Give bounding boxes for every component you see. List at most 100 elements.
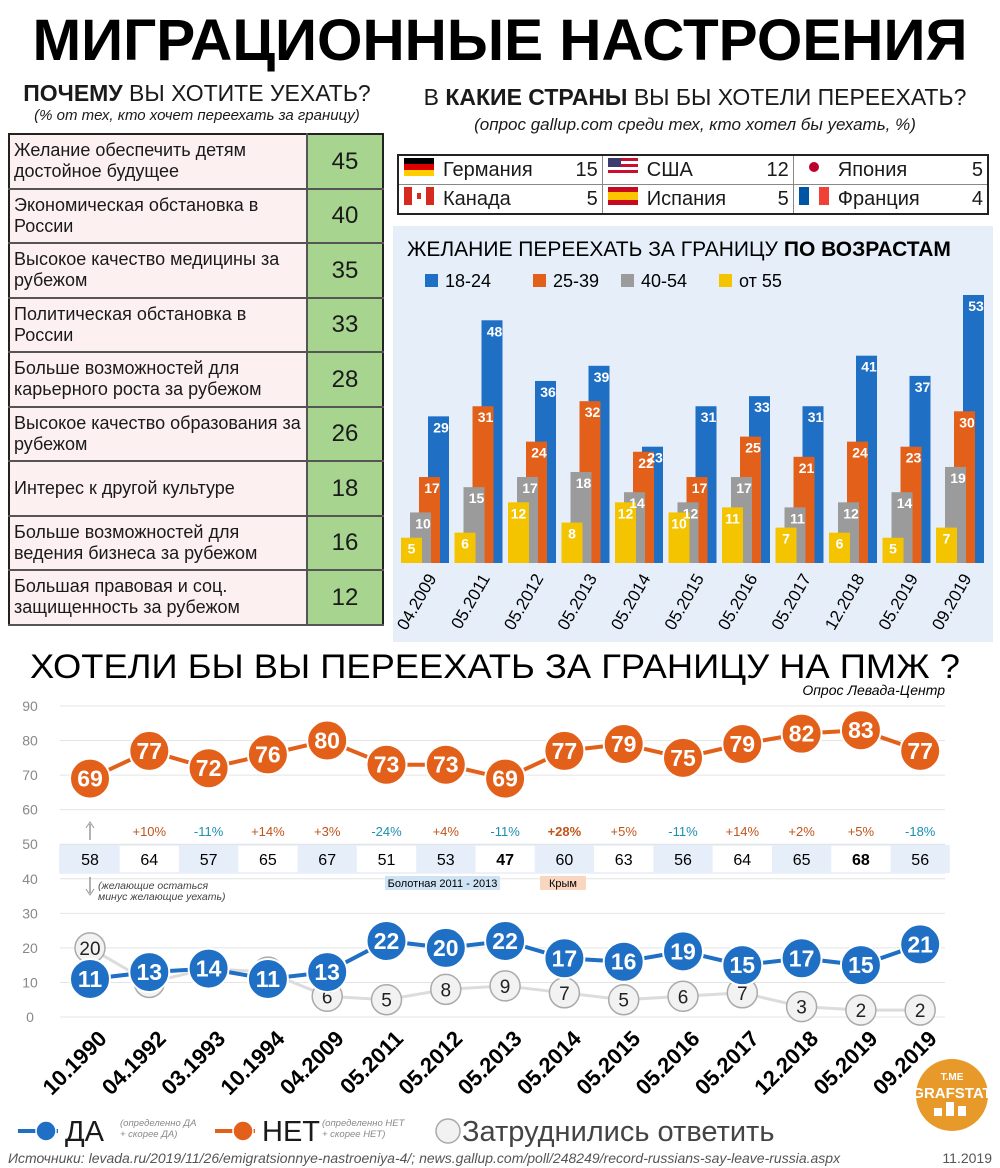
difference-value: 56: [674, 852, 692, 869]
point-label: 75: [670, 745, 696, 771]
bar: [454, 532, 476, 563]
difference-cell: [534, 845, 595, 873]
bar-value-label: 5: [889, 541, 897, 557]
bar: [829, 532, 850, 563]
point: [721, 723, 764, 766]
point-label: 22: [492, 928, 518, 954]
point: [306, 719, 349, 762]
country-value: 5: [945, 155, 989, 185]
chart-subtitle: Опрос Левада-Центр: [802, 682, 945, 698]
bar-value-label: 12: [618, 505, 634, 521]
bar: [561, 522, 583, 563]
point-label: 2: [856, 1001, 867, 1022]
point-label: 5: [381, 991, 392, 1012]
legend-label: 25-39: [553, 271, 599, 291]
point-label: 69: [492, 766, 518, 792]
bar-value-label: 23: [906, 450, 922, 466]
bar-value-label: 39: [594, 369, 610, 385]
flag-part: [808, 187, 819, 205]
point: [424, 926, 467, 969]
country-name: Япония: [833, 155, 945, 185]
point-label: 3: [796, 998, 807, 1019]
legend-label: от 55: [739, 271, 782, 291]
reason-row: Высокое качество медицины за рубежом 35: [9, 243, 383, 299]
difference-value: 64: [733, 852, 751, 869]
y-tick-label: 30: [22, 905, 38, 921]
point: [899, 729, 942, 772]
point: [370, 983, 403, 1016]
flag-part: [607, 164, 638, 167]
point-label: 77: [552, 738, 578, 764]
point: [430, 973, 462, 1006]
x-tick-label: 05.2012: [393, 1026, 467, 1100]
point-label: 6: [678, 987, 689, 1008]
difference-cell: [653, 845, 713, 873]
country-row: Канада 5 Испания 5 Франция 4: [398, 184, 989, 215]
bar-value-label: 23: [647, 450, 663, 466]
legend-note: + скорее ДА): [120, 1129, 177, 1140]
x-tick-label: 10.1990: [38, 1026, 112, 1100]
point: [780, 712, 823, 755]
point: [246, 733, 289, 776]
reason-row: Интерес к другой культуре 18: [9, 461, 383, 517]
point-label: 17: [552, 945, 578, 971]
point-label: 76: [255, 741, 281, 767]
bar-value-label: 30: [959, 414, 975, 430]
reason-row: Больше возможностей для ведения бизнеса …: [9, 515, 383, 571]
country-name: Испания: [642, 184, 751, 215]
reason-label: Больше возможностей для ведения бизнеса …: [9, 515, 308, 571]
flag-part: [404, 164, 434, 170]
country-value: 12: [750, 155, 794, 185]
difference-change: +14%: [725, 824, 759, 839]
bar-value-label: 21: [799, 460, 815, 476]
legend-label: ДА: [65, 1116, 105, 1148]
point-label: 20: [79, 939, 100, 960]
x-tick-label: 05.2017: [690, 1026, 764, 1100]
flag: [607, 158, 638, 176]
flag-part: [404, 158, 434, 164]
x-tick-label: 03.1993: [156, 1026, 230, 1100]
difference-change: -11%: [490, 824, 520, 839]
legend-marker: [435, 1118, 461, 1144]
bar-value-label: 7: [943, 531, 951, 547]
difference-value: 64: [140, 852, 158, 869]
chart-title-text: ЖЕЛАНИЕ ПЕРЕЕХАТЬ ЗА ГРАНИЦУ: [407, 238, 779, 261]
flag: [404, 187, 434, 205]
flag: [798, 158, 829, 176]
point-label: 16: [611, 949, 637, 975]
reason-label: Высокое качество образования за рубежом: [9, 406, 308, 462]
point: [543, 937, 586, 980]
difference-note: минус желающие уехать): [98, 891, 226, 903]
logo-bar: [946, 1102, 954, 1116]
country-value: 15: [559, 155, 603, 185]
point: [899, 923, 942, 966]
point-label: 9: [500, 977, 511, 998]
bar: [722, 507, 743, 563]
legend-label: 40-54: [641, 271, 687, 291]
bar-value-label: 17: [736, 480, 752, 496]
countries-title-pre: В: [423, 84, 439, 110]
reason-row: Высокое качество образования за рубежом 2…: [9, 406, 383, 462]
flag-part: [607, 192, 638, 200]
bar: [401, 537, 422, 563]
point-label: 80: [314, 728, 340, 754]
bar-value-label: 14: [629, 495, 645, 511]
legend-label: Затруднились ответить: [462, 1116, 774, 1148]
reason-value: 33: [307, 297, 383, 353]
bar-value-label: 15: [469, 490, 485, 506]
point-label: 21: [907, 931, 933, 957]
country-row: Германия 15 США 12 Япония 5: [398, 155, 989, 185]
point-label: 2: [915, 1001, 926, 1022]
bar: [775, 527, 797, 563]
point: [662, 930, 704, 973]
point: [904, 994, 936, 1026]
bar-value-label: 19: [950, 470, 966, 486]
flag-part: [426, 187, 434, 205]
bar-value-label: 25: [745, 440, 761, 456]
point-label: 72: [196, 755, 222, 781]
difference-value: 60: [556, 852, 574, 869]
point: [721, 944, 764, 987]
chart-title: ЖЕЛАНИЕ ПЕРЕЕХАТЬ ЗА ГРАНИЦУ ПО ВОЗРАСТАМ: [407, 238, 951, 261]
reasons-title: ВЫ ХОТИТЕ УЕХАТЬ?: [129, 80, 371, 106]
reasons-header: ПОЧЕМУ ВЫ ХОТИТЕ УЕХАТЬ? (% от тех, кто …: [8, 80, 386, 124]
